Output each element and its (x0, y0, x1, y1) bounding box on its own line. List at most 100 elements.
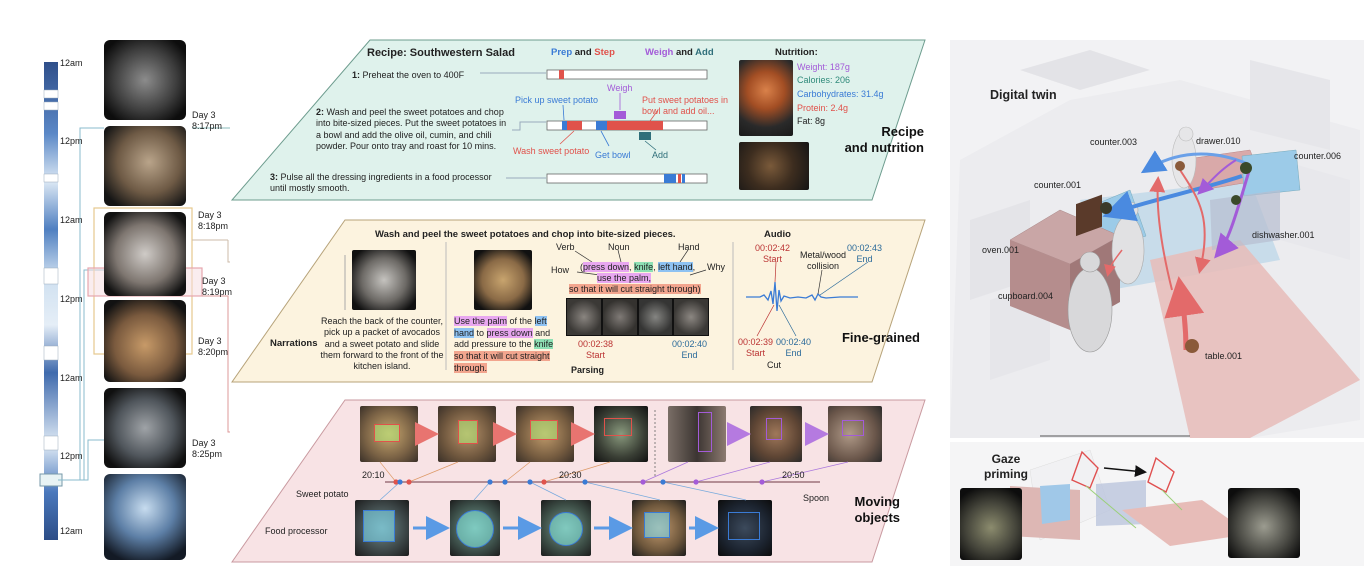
callout-add: Add (652, 150, 669, 160)
sweet-potato-frame (516, 406, 574, 462)
narrations-label: Narrations (270, 338, 318, 349)
time-tick: 20:30 (559, 470, 582, 480)
audio-title: Audio (764, 229, 791, 240)
object-box (530, 420, 558, 440)
filmstrip-frame (602, 299, 637, 335)
twin-label-table001: table.001 (1205, 351, 1243, 361)
twin-label-cupboard004: cupboard.004 (998, 291, 1054, 301)
object-box (363, 510, 395, 542)
food-processor-frame (632, 500, 686, 556)
video-frame (104, 126, 186, 206)
parse-line-1: (press down, knife, left hand, (580, 262, 696, 272)
sweet-potato-frame (360, 406, 418, 462)
food-processor-frame (450, 500, 500, 556)
parse-line-3: so that it will cut straight through) (569, 284, 701, 294)
callout-wash: Wash sweet potato (513, 146, 590, 156)
spoon-frame (750, 406, 802, 462)
parse-photo (474, 250, 532, 310)
callout-put: Put sweet potatoes in bowl and add oil..… (642, 95, 729, 117)
timeline-label: 12am (60, 526, 83, 536)
audio-start: 00:02:42 Start (755, 243, 791, 265)
timeline-label: 12pm (60, 451, 83, 461)
nutrition-heading: Nutrition: (775, 47, 818, 58)
nutrition-fat: Fat: 8g (797, 116, 826, 126)
audio-end: 00:02:43 End (847, 243, 883, 265)
digital-twin-panel: Digital twin counter.003 drawer.010 coun… (950, 40, 1364, 566)
timeline-label: 12am (60, 215, 83, 225)
object-box (698, 412, 712, 452)
video-frame (104, 212, 186, 296)
parse-sentence: Use the palm of the left hand to press d… (454, 316, 554, 373)
audio-cut-label: Cut (767, 360, 782, 370)
parse-how: How (551, 265, 570, 275)
section-title-fine: Fine-grained (841, 330, 920, 345)
narration-text: Reach the back of the counter, pick up a… (320, 316, 444, 371)
nutrition-calories: Calories: 206 (797, 75, 851, 85)
object-box (728, 512, 760, 540)
recipe-legend-weigh-add: Weigh and Add (645, 47, 714, 58)
timeline-label: 12am (60, 373, 83, 383)
audio-cut-end: 00:02:40 End (776, 337, 812, 359)
bowl-photo (739, 142, 809, 190)
spoon-frame (668, 406, 726, 462)
sweet-potato-frame (594, 406, 648, 462)
timeline-label: 12pm (60, 136, 83, 146)
video-frame (104, 40, 186, 120)
parse-verb: Verb (556, 242, 575, 252)
twin-label-counter001: counter.001 (1034, 180, 1082, 190)
parse-why: Why (707, 262, 725, 272)
timeline-panel: 12am 12pm 12am 12pm 12am 12pm 12am Day 3… (0, 0, 233, 566)
spoon-label: Spoon (803, 493, 830, 503)
parse-hand: Hand (678, 242, 700, 252)
filmstrip-frame (567, 299, 601, 335)
twin-title: Digital twin (990, 88, 1057, 102)
object-box (604, 418, 632, 436)
scale-photo (739, 60, 793, 136)
twin-scene (950, 40, 1364, 566)
gaze-photo-right (1228, 488, 1300, 558)
parse-filmstrip (566, 298, 709, 336)
filmstrip-frame (638, 299, 673, 335)
time-tick: 20:10 (362, 470, 385, 480)
gaze-photo-left (960, 488, 1022, 560)
recipe-step-2: 2: Wash and peel the sweet potatoes and … (316, 107, 507, 151)
fine-header: Wash and peel the sweet potatoes and cho… (375, 229, 676, 240)
day-label: Day 3 8:19pm (202, 276, 233, 298)
video-frame (104, 300, 186, 382)
twin-label-counter003: counter.003 (1090, 137, 1138, 147)
gaze-title: Gaze priming (984, 452, 1028, 481)
audio-cut-start: 00:02:39 Start (738, 337, 774, 359)
day-label: Day 3 8:17pm (192, 110, 223, 132)
timeline-label: 12am (60, 58, 83, 68)
parse-noun: Noun (608, 242, 630, 252)
narration-photo (352, 250, 416, 310)
object-box (644, 512, 670, 538)
spoon-frame (828, 406, 882, 462)
sweet-potato-frame (438, 406, 496, 462)
parse-line-2: use the palm, (597, 273, 652, 283)
object-box (842, 420, 864, 436)
food-processor-label: Food processor (265, 526, 328, 536)
twin-label-oven001: oven.001 (982, 245, 1020, 255)
food-processor-frame (541, 500, 591, 556)
audio-event: Metal/wood collision (799, 250, 847, 272)
recipe-legend-prep-step: Prep and Step (551, 47, 615, 58)
section-title-recipe: Recipe and nutrition (844, 124, 924, 156)
object-box (374, 424, 400, 442)
parsing-label: Parsing (571, 365, 605, 375)
nutrition-protein: Protein: 2.4g (797, 103, 849, 113)
recipe-step-1: 1: Preheat the oven to 400F (352, 70, 465, 80)
day-label: Day 3 8:25pm (192, 438, 223, 460)
twin-label-counter006: counter.006 (1294, 151, 1342, 161)
recipe-step-3: 3: Pulse all the dressing ingredients in… (270, 172, 492, 194)
object-box (456, 510, 494, 548)
nutrition-weight: Weight: 187g (797, 62, 850, 72)
sweet-potato-label: Sweet potato (296, 489, 349, 499)
parse-end: 00:02:40 End (672, 339, 708, 361)
timeline-label: 12pm (60, 294, 83, 304)
